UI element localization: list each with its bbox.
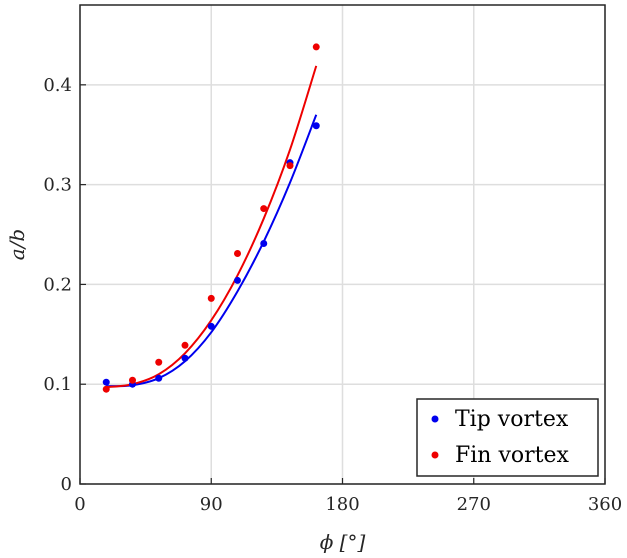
tip-vortex-point (312, 122, 320, 130)
x-axis-label: ϕ [°] (320, 530, 366, 554)
x-tick-label: 270 (457, 494, 491, 515)
fin-vortex-point (312, 43, 320, 51)
y-tick-label: 0.1 (43, 374, 72, 395)
y-tick-label: 0.2 (43, 274, 72, 295)
tip-vortex-fit-line (106, 114, 318, 388)
tip-vortex-point (207, 322, 215, 330)
y-tick-label: 0 (61, 474, 72, 495)
fin-vortex-point (181, 341, 189, 349)
y-tick-label: 0.4 (43, 75, 72, 96)
x-tick-label: 0 (74, 494, 85, 515)
y-axis-ticks: 0 0.1 0.2 0.3 0.4 (43, 75, 86, 495)
legend-box (416, 398, 599, 477)
fin-vortex-fit-line (106, 65, 318, 389)
x-axis-ticks: 0 90 180 270 360 (74, 478, 622, 515)
y-tick-label: 0.3 (43, 175, 72, 196)
tip-vortex-point (155, 374, 163, 382)
fin-vortex-point (207, 294, 215, 302)
fin-vortex-point (286, 162, 294, 170)
legend-label-tip-vortex: Tip vortex (455, 407, 569, 432)
data-points (102, 43, 320, 393)
tip-vortex-point (102, 378, 110, 386)
fin-vortex-point (260, 205, 268, 213)
fit-curves (106, 65, 318, 389)
tip-vortex-point (260, 240, 268, 248)
legend-marker-tip-vortex (431, 415, 439, 423)
fin-vortex-point (234, 249, 241, 257)
tip-vortex-point (181, 354, 189, 362)
legend-label-fin-vortex: Fin vortex (455, 443, 570, 468)
x-tick-label: 360 (588, 494, 622, 515)
x-tick-label: 180 (325, 494, 359, 515)
y-axis-label: a/b (5, 229, 29, 260)
legend: Tip vortex Fin vortex (416, 398, 599, 477)
x-tick-label: 90 (200, 494, 223, 515)
legend-marker-fin-vortex (431, 451, 439, 459)
tip-vortex-point (234, 276, 241, 284)
fin-vortex-point (155, 358, 163, 366)
fin-vortex-point (102, 385, 110, 393)
fin-vortex-point (129, 376, 136, 384)
